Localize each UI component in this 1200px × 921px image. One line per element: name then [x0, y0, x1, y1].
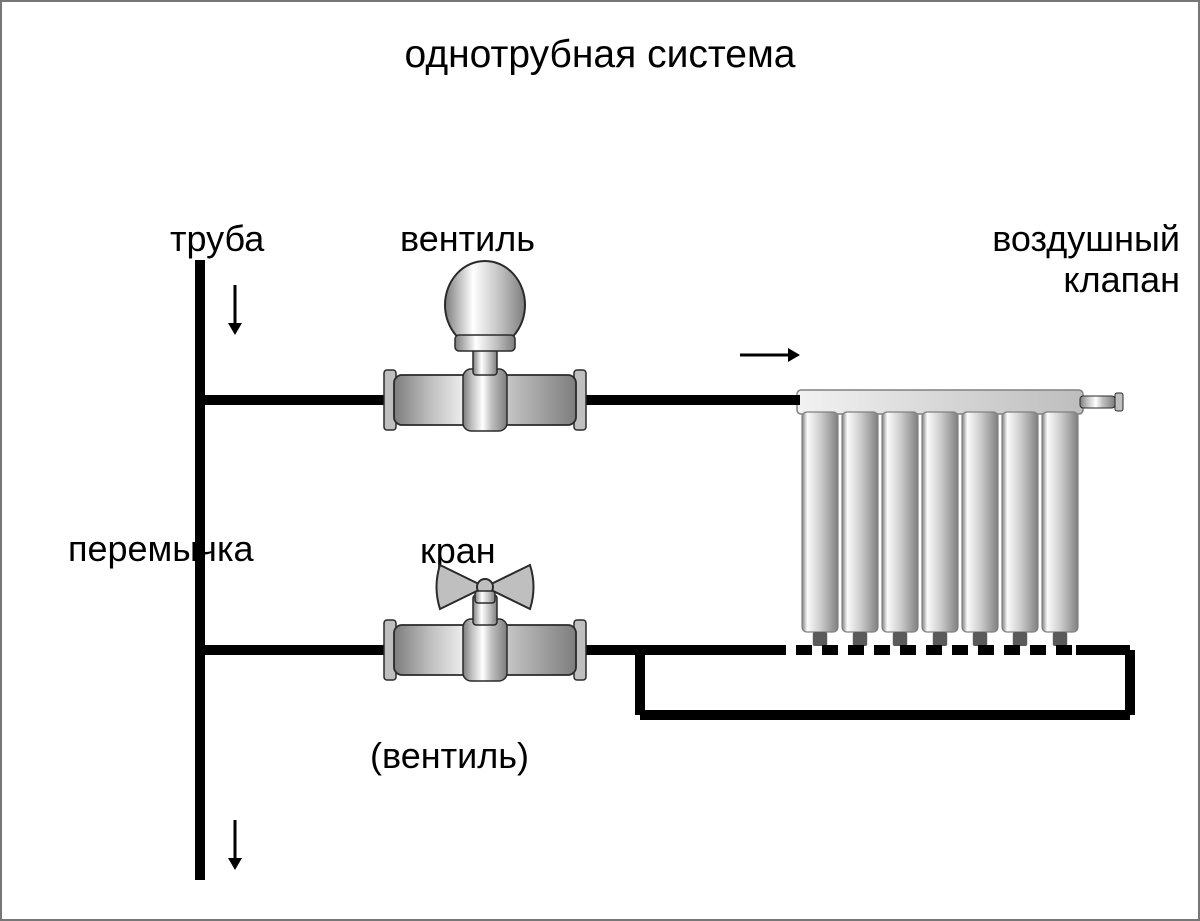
- radiator-icon: [797, 390, 1123, 646]
- thermo-valve-icon: [384, 261, 586, 431]
- ball-valve-icon: [384, 565, 586, 681]
- diagram-svg: [0, 0, 1200, 921]
